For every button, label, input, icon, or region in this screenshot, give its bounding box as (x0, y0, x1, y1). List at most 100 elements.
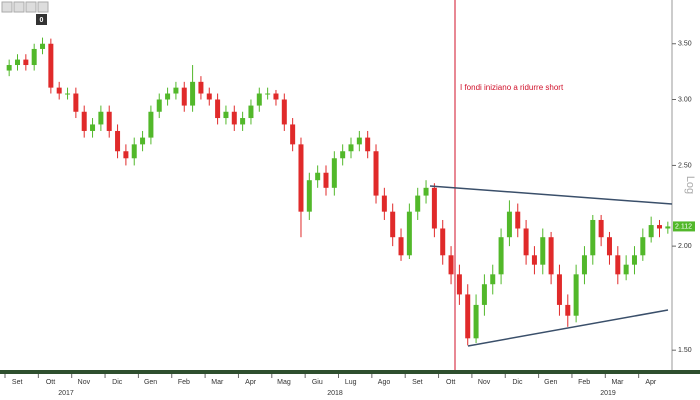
x-tick-label: Ago (378, 379, 391, 386)
year-label: 2018 (327, 390, 343, 397)
x-tick-label: Gen (544, 379, 557, 386)
candle-body (381, 195, 387, 212)
candle-body (98, 111, 104, 125)
y-tick-label: 1.50 (678, 347, 692, 354)
x-tick-label: Apr (645, 379, 657, 386)
candle-body (73, 93, 79, 112)
y-tick-label: 3.50 (678, 41, 692, 48)
candle-body (90, 124, 96, 131)
candle-body (606, 237, 612, 256)
candle-body (356, 137, 362, 145)
x-tick-label: Set (412, 379, 423, 386)
x-tick-label: Dic (112, 379, 123, 386)
tool-icon[interactable] (1, 1, 13, 13)
candle-body (48, 43, 54, 88)
candle-body (506, 211, 512, 238)
candle-body (190, 81, 196, 106)
candle-body (581, 255, 587, 275)
candle-body (565, 304, 571, 316)
candle-body (481, 284, 487, 305)
x-tick-label: Ott (46, 379, 55, 386)
x-tick-label: Ott (446, 379, 455, 386)
candle-body (365, 137, 371, 152)
candle-body (615, 255, 621, 275)
candle-body (390, 211, 396, 238)
candles (6, 37, 671, 346)
year-label: 2017 (58, 390, 74, 397)
x-tick-label: Mag (277, 379, 291, 386)
candle-body (656, 225, 662, 229)
y-tick-label: 2.50 (678, 162, 692, 169)
x-tick-label: Gen (144, 379, 157, 386)
x-tick-label: Nov (478, 379, 491, 386)
candle-body (490, 274, 496, 285)
candle-body (65, 93, 71, 95)
candle-body (323, 172, 329, 188)
candle-body (123, 151, 129, 159)
x-tick-label: Mar (211, 379, 224, 386)
candle-body (231, 111, 237, 125)
candle-body (281, 99, 287, 125)
x-tick-label: Giu (312, 379, 323, 386)
tool-icon[interactable] (25, 1, 37, 13)
candle-body (340, 151, 346, 159)
candle-body (298, 144, 304, 212)
candle-body (523, 228, 529, 256)
x-tick-label: Dic (512, 379, 523, 386)
candle-body (548, 237, 554, 275)
candle-body (290, 124, 296, 145)
candle-body (215, 99, 221, 119)
candle-body (348, 144, 354, 152)
tool-icon[interactable] (13, 1, 25, 13)
candle-body (265, 93, 271, 95)
candle-body (623, 264, 629, 275)
candle-body (423, 187, 429, 196)
trendline-lower (467, 309, 669, 347)
candle-body (456, 274, 462, 295)
year-label: 2019 (600, 390, 616, 397)
x-tick-label: Apr (245, 379, 257, 386)
candle-body (140, 137, 146, 145)
candle-body (515, 211, 521, 229)
annotation: I fondi iniziano a ridurre short (460, 83, 564, 92)
candle-body (415, 195, 421, 212)
candle-body (498, 237, 504, 275)
y-tick-label: 3.00 (678, 96, 692, 103)
candle-body (181, 87, 187, 106)
candle-body (573, 274, 579, 316)
candle-body (306, 180, 312, 212)
x-tick-label: Lug (345, 379, 357, 386)
y-tick-label: 2.00 (678, 243, 692, 250)
candle-body (556, 274, 562, 305)
x-tick-label: Mar (611, 379, 624, 386)
candle-body (531, 255, 537, 265)
candle-body (148, 111, 154, 138)
x-tick-label: Feb (178, 379, 190, 386)
candle-body (331, 158, 337, 188)
candle-body (256, 93, 262, 106)
candle-body (240, 118, 246, 125)
candle-body (540, 237, 546, 265)
candle-body (56, 87, 62, 94)
candle-body (40, 43, 46, 49)
candle-body (665, 226, 671, 229)
candle-body (15, 59, 21, 66)
last-price-box (673, 221, 695, 232)
candle-body (106, 111, 112, 131)
candle-body (590, 219, 596, 256)
candle-body (448, 255, 454, 275)
candle-body (440, 228, 446, 256)
candle-body (115, 130, 121, 152)
candle-body (648, 225, 654, 238)
candle-body (398, 237, 404, 256)
toolbar: 0 (1, 1, 49, 25)
candle-body (640, 237, 646, 256)
candle-body (165, 93, 171, 100)
candle-body (81, 111, 87, 131)
candle-body (373, 151, 379, 196)
candle-body (248, 105, 254, 119)
toolbar-badge (36, 14, 47, 25)
candle-body (223, 111, 229, 119)
tool-icon[interactable] (37, 1, 49, 13)
